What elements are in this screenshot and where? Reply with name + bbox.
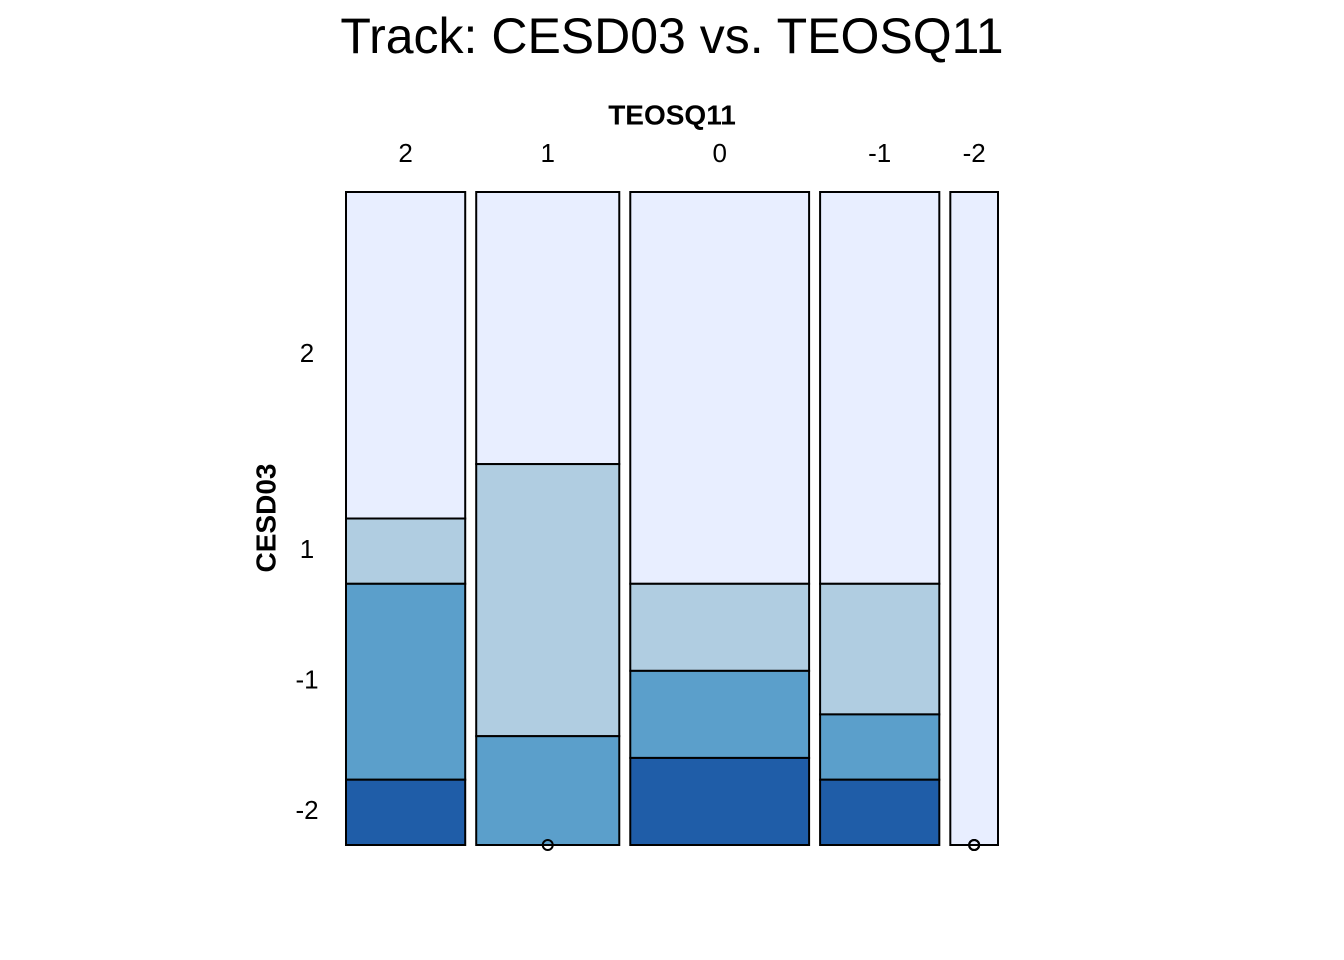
x-tick-label: -1 [868, 138, 891, 168]
mosaic-tile [629, 582, 811, 672]
x-tick-label: 2 [398, 138, 412, 168]
x-tick-label: 1 [541, 138, 555, 168]
mosaic-tile [345, 778, 467, 847]
mosaic-tile [819, 713, 941, 781]
zero-cell [541, 839, 554, 851]
x-tick-label: -2 [963, 138, 986, 168]
mosaic-tile [475, 191, 621, 466]
mosaic-tile [819, 582, 941, 716]
x-tick-label: 0 [712, 138, 726, 168]
mosaic-tile [819, 778, 941, 847]
y-axis-label: CESD03 [250, 464, 281, 573]
x-axis-label: TEOSQ11 [608, 99, 736, 130]
zero-cell [968, 839, 981, 851]
y-tick-label: 2 [300, 338, 314, 368]
mosaic-tile [629, 756, 811, 847]
mosaic-tile [629, 191, 811, 585]
mosaic-tile [819, 191, 941, 585]
mosaic-tile [629, 669, 811, 759]
mosaic-tile [949, 191, 999, 846]
mosaic-tile [345, 582, 467, 781]
mosaic-tile [475, 735, 621, 847]
y-tick-label: -2 [295, 795, 318, 825]
chart-title: Track: CESD03 vs. TEOSQ11 [340, 8, 1003, 64]
mosaic-tile [345, 517, 467, 585]
y-tick-label: -1 [295, 665, 318, 695]
y-tick-label: 1 [300, 534, 314, 564]
mosaic-tile [475, 463, 621, 738]
mosaic-tile [345, 191, 467, 520]
